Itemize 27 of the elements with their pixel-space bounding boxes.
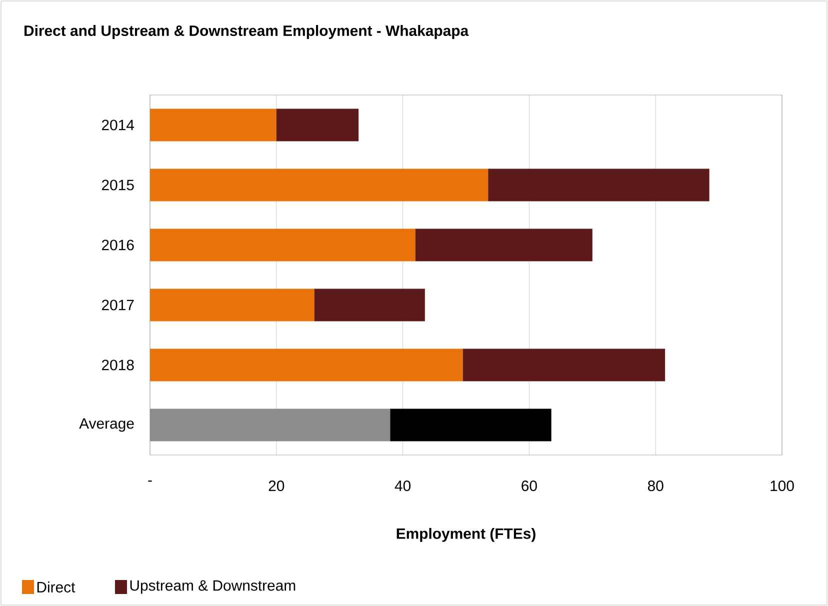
y-tick-label: 2014: [102, 120, 134, 130]
bar: [150, 348, 463, 382]
y-tick-label: 2016: [102, 240, 134, 250]
bar: [415, 228, 592, 262]
x-tick-label: 20: [268, 480, 284, 492]
bar: [314, 288, 425, 322]
bar: [390, 408, 552, 442]
y-tick-label: 2015: [102, 180, 134, 190]
bar: [462, 348, 666, 382]
x-tick-label: 60: [522, 480, 537, 492]
bar: [276, 108, 359, 142]
bar: [150, 108, 276, 142]
chart-title: Direct and Upstream & Downstream Employment - Whakapapa: [24, 25, 469, 39]
y-tick-label: 2017: [102, 300, 134, 310]
x-tick-label: 80: [648, 480, 664, 492]
bar: [150, 288, 314, 322]
y-tick-label: 2018: [102, 360, 134, 370]
bar: [150, 168, 488, 202]
x-tick-label: -: [148, 480, 152, 482]
x-axis-title: Employment (FTEs): [396, 528, 536, 542]
legend-label: Upstream & Downstream: [130, 580, 296, 594]
bar: [488, 168, 710, 202]
bar: [150, 228, 416, 262]
x-tick-label: 100: [770, 480, 794, 492]
y-tick-label: Average: [79, 418, 134, 432]
x-tick-label: 40: [394, 480, 411, 492]
legend-label: Direct: [37, 582, 76, 592]
